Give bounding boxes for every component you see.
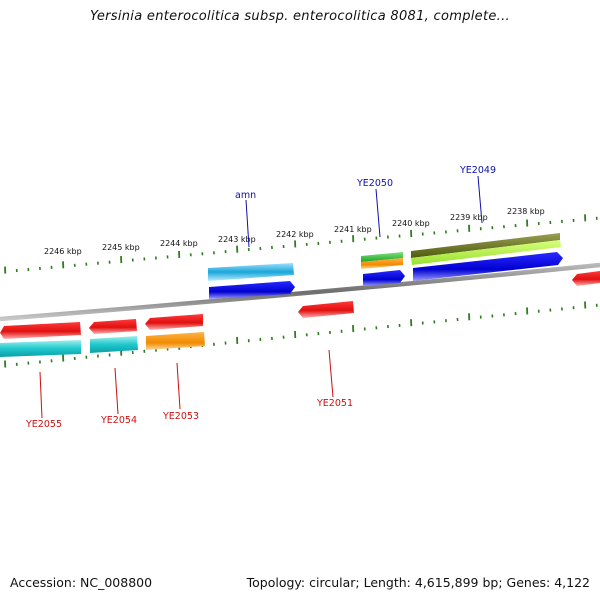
label-ye2050[interactable]: YE2050 [356, 178, 393, 189]
ruler-label-2243: 2243 kbp [218, 235, 256, 244]
gene-ye2055[interactable] [0, 322, 81, 339]
ruler-label-2239: 2239 kbp [450, 213, 488, 222]
ruler-label-2240: 2240 kbp [392, 219, 430, 228]
gene-amn-blue-feature[interactable] [209, 281, 295, 299]
ruler-label-2241: 2241 kbp [334, 225, 372, 234]
callout-line-ye2049 [477, 175, 483, 224]
callout-line-ye2050 [375, 188, 381, 238]
forward-strand-features [208, 233, 563, 299]
ruler-label-2245: 2245 kbp [102, 243, 140, 252]
gene-ye2050[interactable] [361, 252, 403, 262]
ruler-labels: 2246 kbp 2245 kbp 2244 kbp 2243 kbp 2242… [44, 207, 545, 256]
gene-ye2054[interactable] [89, 319, 137, 334]
label-ye2049[interactable]: YE2049 [459, 165, 496, 176]
gene-ye2055-cyan-feature[interactable] [0, 340, 81, 357]
ruler-label-2242: 2242 kbp [276, 230, 314, 239]
label-ye2051[interactable]: YE2051 [316, 398, 353, 409]
gene-ye2049[interactable] [411, 233, 560, 258]
gene-ye2053-orange-feature[interactable] [146, 332, 205, 350]
label-ye2053[interactable]: YE2053 [162, 411, 199, 422]
gene-amn[interactable] [208, 263, 294, 281]
label-amn[interactable]: amn [235, 190, 256, 201]
reverse-strand-features [0, 271, 600, 357]
gene-ye2053[interactable] [145, 314, 203, 330]
gene-partial-right-feature[interactable] [572, 271, 600, 286]
gene-ye2049-blue-feature[interactable] [413, 252, 563, 281]
label-ye2054[interactable]: YE2054 [100, 415, 137, 426]
callout-line-ye2055 [39, 371, 43, 419]
callout-line-ye2053 [176, 362, 181, 410]
topology-summary: Topology: circular; Length: 4,615,899 bp… [246, 575, 590, 590]
gene-ye2051[interactable] [298, 301, 354, 318]
gene-label-callouts: amn YE2050 YE2049 YE2055 YE2054 YE2053 Y… [25, 165, 496, 430]
genome-backbone [0, 262, 600, 322]
accession-text: Accession: NC_008800 [10, 575, 153, 590]
gene-ye2050-blue-feature[interactable] [363, 270, 405, 286]
gene-ye2050-orange-feature[interactable] [361, 258, 403, 269]
gene-ye2049-lime-feature[interactable] [411, 240, 561, 265]
ruler-label-2244: 2244 kbp [160, 239, 198, 248]
ruler-upper [4, 214, 598, 274]
genome-title: Yersinia enterocolitica subsp. enterocol… [90, 9, 510, 24]
callout-line-ye2051 [328, 349, 334, 398]
ruler-label-2246: 2246 kbp [44, 247, 82, 256]
label-ye2055[interactable]: YE2055 [25, 419, 62, 430]
ruler-label-2238: 2238 kbp [507, 207, 545, 216]
callout-line-amn [245, 199, 250, 248]
gene-ye2054-cyan-feature[interactable] [90, 336, 138, 353]
callout-line-ye2054 [114, 367, 119, 415]
